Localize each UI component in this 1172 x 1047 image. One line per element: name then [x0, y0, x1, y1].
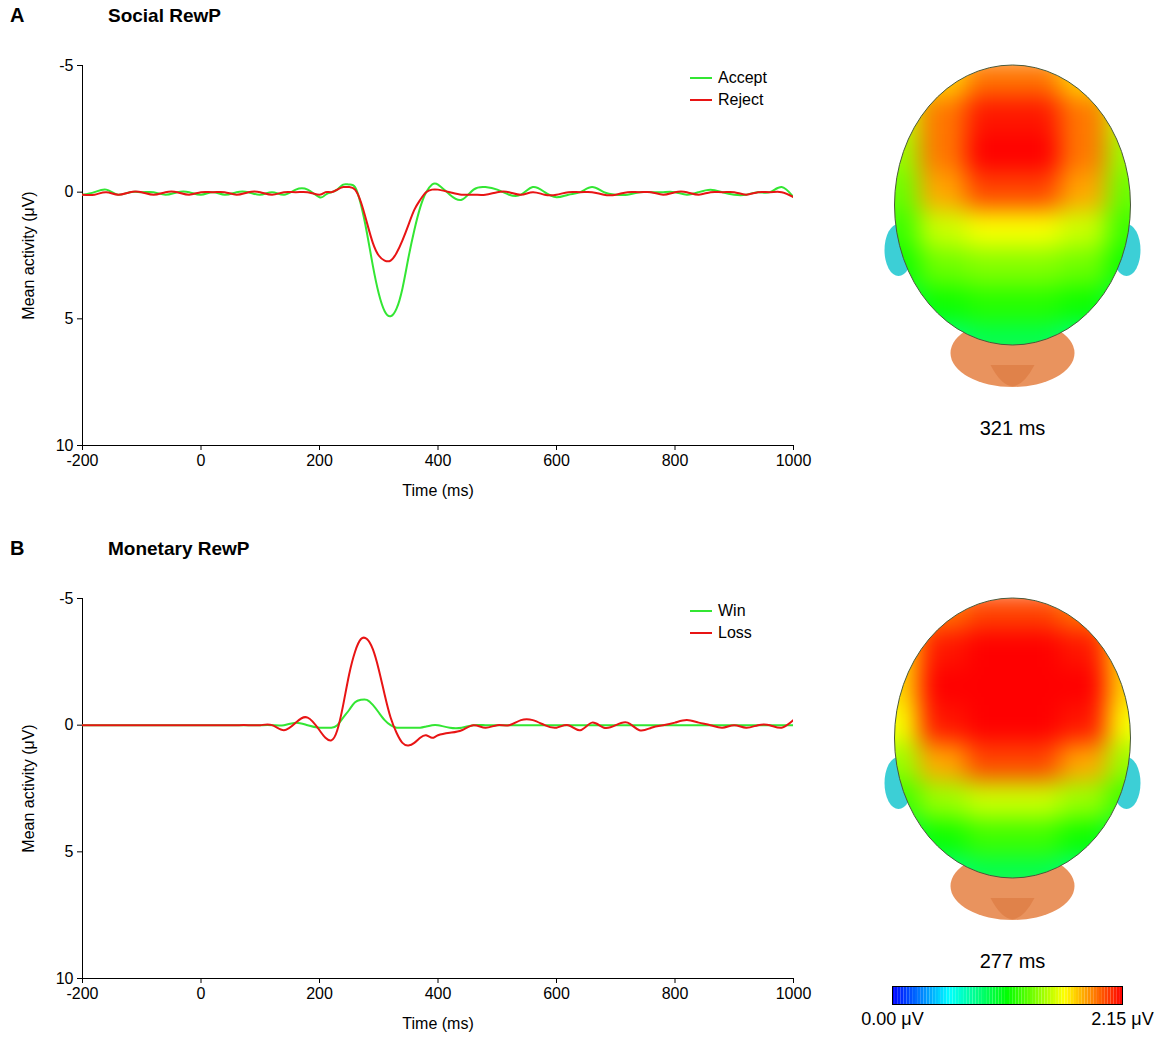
svg-text:0.00 μV: 0.00 μV [861, 1009, 923, 1029]
html-text:Win: Win [718, 602, 746, 619]
html-text:B: B [10, 537, 25, 559]
svg-text:2.15 μV: 2.15 μV [1091, 1009, 1153, 1029]
svg-text:5: 5 [65, 843, 74, 860]
html-text:A: A [10, 4, 25, 26]
svg-text:1000: 1000 [776, 985, 812, 1002]
html-text:Loss: Loss [718, 624, 752, 641]
svg-text:-5: -5 [59, 57, 73, 74]
svg-text:0: 0 [65, 183, 74, 200]
svg-text:800: 800 [662, 452, 689, 469]
html-text:277 ms: 277 ms [979, 950, 1046, 972]
svg-text:Mean activity (μV): Mean activity (μV) [20, 191, 37, 319]
svg-text:400: 400 [425, 985, 452, 1002]
svg-text:600: 600 [543, 452, 570, 469]
svg-text:Time (ms): Time (ms) [402, 482, 473, 499]
svg-text:Time (ms): Time (ms) [402, 1015, 473, 1032]
svg-text:0: 0 [65, 716, 74, 733]
html-text:321 ms: 321 ms [979, 417, 1046, 439]
svg-text:600: 600 [543, 985, 570, 1002]
svg-text:1000: 1000 [776, 452, 812, 469]
svg-text:10: 10 [55, 969, 74, 987]
svg-text:-200: -200 [66, 985, 98, 1002]
html-text:Monetary RewP: Monetary RewP [108, 538, 250, 559]
svg-text:10: 10 [55, 436, 74, 454]
svg-text:800: 800 [662, 985, 689, 1002]
svg-text:0: 0 [197, 452, 206, 469]
html-text:Reject: Reject [718, 91, 764, 108]
html-text:Accept: Accept [718, 69, 767, 86]
svg-text:-200: -200 [66, 452, 98, 469]
svg-text:5: 5 [65, 310, 74, 327]
svg-text:-5: -5 [59, 590, 73, 607]
svg-text:200: 200 [306, 985, 333, 1002]
svg-text:0: 0 [197, 985, 206, 1002]
svg-text:Mean activity (μV): Mean activity (μV) [20, 724, 37, 852]
html-text:Social RewP: Social RewP [108, 5, 221, 26]
svg-text:200: 200 [306, 452, 333, 469]
svg-text:400: 400 [425, 452, 452, 469]
